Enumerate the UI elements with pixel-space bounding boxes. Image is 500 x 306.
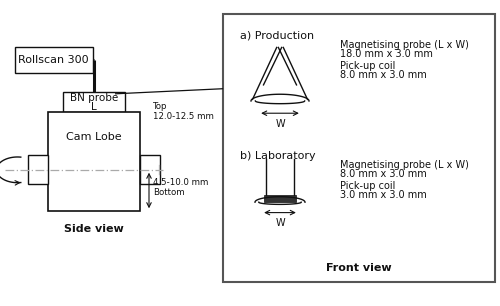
Bar xyxy=(140,155,160,184)
Text: 8.0 mm x 3.0 mm: 8.0 mm x 3.0 mm xyxy=(340,70,426,80)
Text: 18.0 mm x 3.0 mm: 18.0 mm x 3.0 mm xyxy=(340,49,433,59)
Text: b) Laboratory: b) Laboratory xyxy=(240,151,316,161)
Bar xyxy=(222,14,495,282)
Text: 4.5-10.0 mm
Bottom: 4.5-10.0 mm Bottom xyxy=(153,178,208,197)
Text: Pick-up coil: Pick-up coil xyxy=(340,181,396,191)
Text: 8.0 mm x 3.0 mm: 8.0 mm x 3.0 mm xyxy=(340,170,426,179)
Bar xyxy=(62,92,125,112)
Bar xyxy=(15,47,92,73)
Text: L: L xyxy=(91,102,96,112)
Bar xyxy=(28,155,48,184)
Text: Front view: Front view xyxy=(326,263,392,273)
Text: Rollscan 300: Rollscan 300 xyxy=(18,55,89,65)
Text: Magnetising probe (L x W): Magnetising probe (L x W) xyxy=(340,160,469,170)
Text: 3.0 mm x 3.0 mm: 3.0 mm x 3.0 mm xyxy=(340,190,426,200)
Text: Magnetising probe (L x W): Magnetising probe (L x W) xyxy=(340,40,469,50)
Text: Cam Lobe: Cam Lobe xyxy=(66,132,122,142)
Text: Top
12.0-12.5 mm: Top 12.0-12.5 mm xyxy=(153,102,214,121)
Text: BN probe: BN probe xyxy=(70,93,118,103)
Text: W: W xyxy=(275,119,285,129)
Text: Pick-up coil: Pick-up coil xyxy=(340,61,396,71)
Bar xyxy=(48,112,140,211)
Text: W: W xyxy=(275,218,285,228)
Bar xyxy=(264,196,296,202)
Text: Side view: Side view xyxy=(64,225,124,234)
Text: a) Production: a) Production xyxy=(240,31,314,41)
